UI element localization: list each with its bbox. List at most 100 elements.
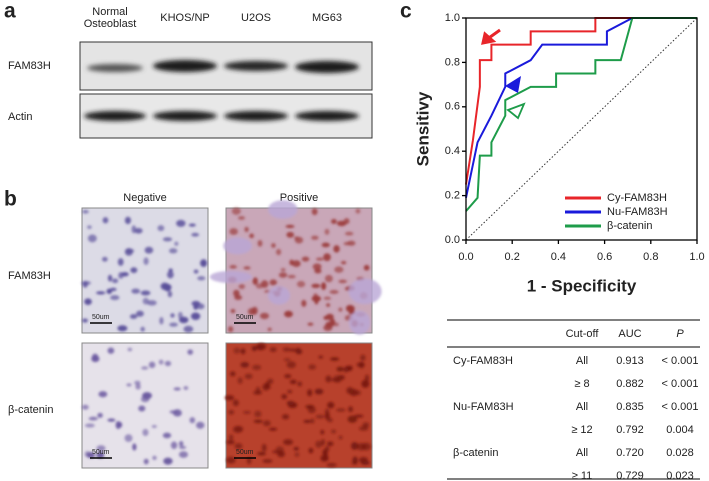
cell: [324, 408, 330, 416]
cell: [134, 227, 143, 234]
cell: [196, 421, 205, 429]
cell: [158, 359, 164, 365]
cell: [278, 272, 288, 278]
x-tick-label: 0.4: [551, 251, 566, 263]
cell: [267, 378, 274, 385]
cell: [187, 349, 194, 355]
cell: [136, 310, 144, 317]
cell: [295, 349, 303, 355]
table-cell: All: [576, 355, 588, 367]
cell: [84, 423, 95, 428]
cell: [141, 366, 149, 370]
cell: [307, 322, 314, 326]
cell: [229, 265, 237, 269]
cell: [173, 387, 181, 391]
x-axis-label: 1 - Specificity: [527, 276, 637, 295]
cell: [81, 404, 89, 410]
cells: [224, 343, 371, 467]
cell: [102, 217, 109, 224]
ihc-image: 50um: [81, 207, 209, 334]
cell: [318, 355, 324, 359]
table-cell: 0.882: [616, 378, 644, 390]
cell: [259, 312, 270, 320]
cell: [287, 389, 293, 394]
panel-label: a: [4, 0, 16, 23]
roc-curve: [465, 17, 697, 199]
cell: [233, 347, 241, 354]
cell: [347, 304, 353, 311]
cell: [159, 316, 164, 325]
cell: [228, 326, 234, 333]
cell: [311, 283, 321, 289]
table-cell: < 0.001: [661, 355, 698, 367]
cell: [232, 425, 243, 434]
cell: [334, 266, 344, 273]
cell: [178, 445, 187, 449]
cell: [132, 443, 137, 451]
cell: [234, 443, 243, 450]
table-cell: 0.792: [616, 424, 644, 436]
cell: [183, 325, 194, 333]
cell: [189, 417, 196, 424]
matrix: [348, 310, 371, 335]
cell: [106, 288, 112, 294]
matrix: [268, 200, 298, 219]
cell: [360, 354, 366, 361]
cell: [244, 373, 253, 380]
row-label: Actin: [8, 111, 32, 123]
cell: [330, 357, 340, 361]
scale-bar-label: 50um: [236, 449, 254, 456]
cell: [143, 257, 149, 265]
cell: [289, 348, 298, 352]
cell: [314, 268, 322, 274]
cell: [314, 388, 324, 395]
cell: [151, 424, 157, 428]
cell: [243, 266, 251, 270]
cell: [160, 282, 170, 291]
cell: [287, 274, 296, 279]
x-tick-label: 1.0: [689, 251, 704, 263]
cell: [142, 428, 149, 437]
cells: [209, 200, 382, 335]
cell: [327, 401, 335, 409]
annotation-marker: [506, 102, 526, 120]
cell: [358, 426, 369, 431]
cell: [347, 365, 353, 370]
cell: [112, 278, 119, 284]
cell: [307, 389, 313, 397]
cell: [170, 313, 175, 318]
y-tick-label: 0.6: [445, 101, 460, 113]
cell: [140, 326, 145, 332]
table-cell: 0.004: [666, 424, 694, 436]
cell: [131, 288, 141, 294]
cell: [164, 360, 172, 367]
cell: [361, 379, 370, 388]
cell: [253, 419, 263, 424]
cell: [200, 259, 208, 268]
cell: [338, 279, 347, 284]
cell: [308, 364, 317, 370]
cell: [361, 442, 371, 451]
cell: [289, 379, 297, 385]
y-tick-label: 0.8: [445, 56, 460, 68]
cell: [257, 451, 266, 456]
cell: [246, 457, 252, 465]
cell: [255, 283, 264, 289]
cell: [343, 218, 350, 225]
lane-label: KHOS/NP: [160, 12, 210, 24]
cell: [96, 451, 105, 459]
blot-bands: [84, 60, 359, 121]
cell: [193, 269, 199, 274]
cell: [275, 248, 282, 256]
cell: [117, 258, 124, 266]
cell: [257, 239, 263, 247]
table-cell: 0.913: [616, 355, 644, 367]
reference-line: [465, 17, 698, 241]
cell: [363, 264, 370, 271]
cell: [117, 421, 123, 428]
cell: [254, 410, 262, 418]
cell: [243, 410, 251, 414]
image-frame: [81, 207, 209, 334]
cell: [228, 409, 235, 415]
cell: [294, 236, 304, 244]
